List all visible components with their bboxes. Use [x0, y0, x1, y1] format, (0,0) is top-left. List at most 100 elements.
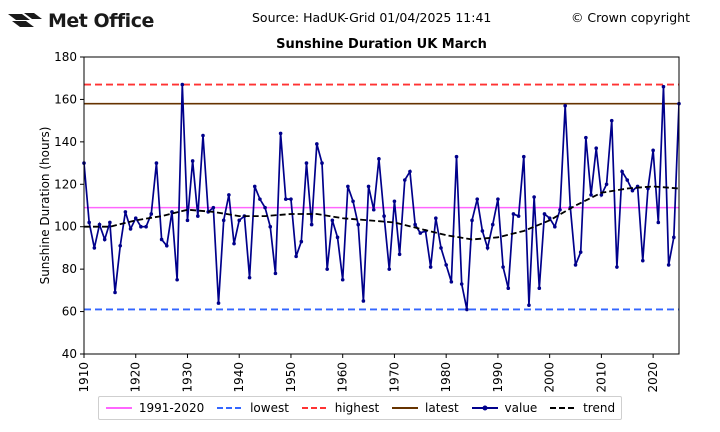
legend-label: value: [504, 401, 538, 415]
legend-swatch: [105, 407, 132, 409]
value-point: [573, 263, 578, 267]
value-point: [252, 184, 257, 189]
value-point: [102, 237, 107, 242]
value-point: [258, 197, 262, 201]
value-point: [439, 246, 443, 250]
value-point: [273, 271, 278, 276]
value-point: [402, 178, 407, 182]
value-point: [221, 218, 226, 223]
x-tick-label: 1970: [387, 362, 401, 393]
value-point: [584, 135, 588, 140]
value-point: [594, 146, 599, 151]
value-point: [361, 299, 366, 303]
value-point: [661, 84, 666, 89]
value-point: [408, 169, 412, 174]
value-point: [527, 303, 531, 308]
value-point: [294, 254, 298, 259]
value-point: [630, 188, 635, 193]
value-point: [490, 222, 495, 227]
x-tick-label: 1920: [129, 362, 143, 393]
value-point: [563, 103, 567, 108]
value-point: [542, 212, 547, 216]
value-point: [651, 148, 655, 153]
x-tick-label: 1950: [284, 362, 298, 393]
value-point: [92, 246, 97, 250]
value-point: [501, 265, 505, 269]
legend-swatch: [392, 407, 419, 409]
value-point: [418, 231, 423, 235]
y-tick-label: 180: [54, 50, 77, 64]
value-point: [506, 286, 511, 291]
legend-label: 1991-2020: [138, 401, 205, 415]
value-point: [190, 159, 195, 163]
value-point: [263, 205, 267, 210]
value-point: [599, 193, 604, 197]
value-point: [397, 252, 402, 257]
value-point: [196, 214, 200, 218]
legend-swatch: [217, 407, 244, 409]
value-point: [382, 214, 386, 218]
value-point: [87, 220, 91, 225]
value-series-line: [84, 84, 679, 310]
value-point: [118, 244, 123, 248]
value-point: [144, 224, 148, 229]
legend-label: latest: [425, 401, 459, 415]
copyright-text: © Crown copyright: [570, 10, 690, 25]
value-point: [547, 216, 552, 221]
legend-swatch: [471, 405, 498, 411]
value-point: [465, 307, 469, 312]
value-point: [346, 184, 350, 189]
x-tick-label: 1990: [491, 362, 505, 393]
value-point: [366, 184, 371, 189]
value-point: [558, 207, 562, 212]
value-point: [232, 241, 236, 246]
legend-label: highest: [334, 401, 380, 415]
value-point: [335, 235, 340, 240]
value-point: [377, 157, 381, 161]
value-point: [113, 290, 117, 295]
value-point: [128, 227, 133, 231]
value-point: [227, 193, 231, 197]
value-point: [511, 212, 516, 216]
y-tick-label: 100: [54, 220, 77, 234]
value-point: [620, 169, 624, 174]
value-point: [480, 229, 485, 233]
value-point: [356, 222, 361, 227]
chart-title: Sunshine Duration UK March: [276, 37, 487, 52]
legend-item-trend: trend: [549, 401, 615, 415]
value-point: [325, 267, 329, 271]
value-point: [185, 218, 190, 223]
value-point: [164, 244, 169, 248]
value-point: [180, 82, 185, 87]
value-point: [237, 218, 242, 223]
y-tick-label: 60: [62, 305, 77, 319]
value-point: [299, 239, 304, 244]
value-point: [278, 131, 283, 136]
value-point: [340, 277, 345, 282]
value-point: [516, 214, 521, 218]
value-point: [201, 133, 205, 138]
value-point: [459, 282, 464, 286]
x-tick-label: 2000: [543, 362, 557, 393]
value-point: [428, 265, 433, 269]
value-point: [154, 161, 159, 165]
value-point: [640, 258, 645, 263]
value-point: [304, 161, 309, 165]
value-point: [609, 118, 614, 123]
value-point: [175, 277, 179, 282]
x-tick-label: 2020: [646, 362, 660, 393]
value-point: [351, 199, 355, 204]
value-point: [589, 193, 593, 197]
y-axis-label: Sunshine Duration (hours): [38, 127, 52, 285]
value-point: [485, 246, 490, 250]
x-tick-label: 2010: [594, 362, 608, 393]
x-tick-label: 1930: [180, 362, 194, 393]
value-point: [149, 212, 154, 216]
met-office-logo: Met Office: [8, 6, 154, 36]
value-point: [444, 263, 448, 267]
value-point: [454, 154, 459, 159]
value-point: [532, 195, 536, 199]
legend-label: lowest: [250, 401, 289, 415]
value-point: [315, 142, 319, 146]
value-point: [309, 222, 314, 227]
